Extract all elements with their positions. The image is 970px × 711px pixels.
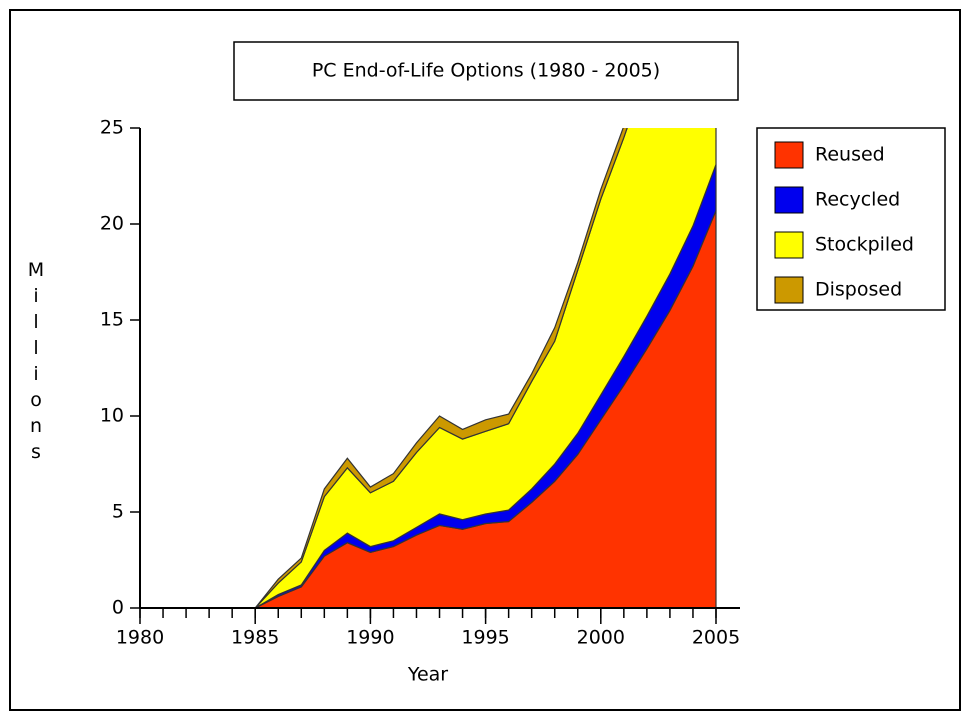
y-tick-label: 10 — [100, 405, 124, 427]
chart-title: PC End-of-Life Options (1980 - 2005) — [312, 60, 660, 82]
x-tick-label: 2000 — [577, 627, 625, 649]
legend-label: Disposed — [815, 279, 902, 301]
y-tick-label: 0 — [112, 597, 124, 619]
legend-label: Recycled — [815, 189, 900, 211]
legend-swatch — [774, 276, 804, 304]
x-tick-label: 1985 — [231, 627, 279, 649]
legend-swatch — [774, 231, 804, 259]
legend-label: Reused — [815, 144, 885, 166]
x-axis-label: Year — [407, 664, 448, 686]
legend-label: Stockpiled — [815, 234, 914, 256]
frame — [9, 9, 961, 711]
title-box — [233, 41, 739, 101]
y-tick-label: 15 — [100, 309, 124, 331]
y-tick-label: 25 — [100, 117, 124, 139]
x-tick-label: 1980 — [116, 627, 164, 649]
legend-swatch — [774, 186, 804, 214]
y-tick-label: 5 — [112, 501, 124, 523]
plot — [140, 128, 717, 608]
x-tick-label: 2005 — [692, 627, 740, 649]
x-tick-label: 1990 — [346, 627, 394, 649]
x-tick-label: 1995 — [461, 627, 509, 649]
area — [140, 128, 628, 608]
legend-swatch — [774, 141, 804, 169]
y-tick-label: 20 — [100, 213, 124, 235]
